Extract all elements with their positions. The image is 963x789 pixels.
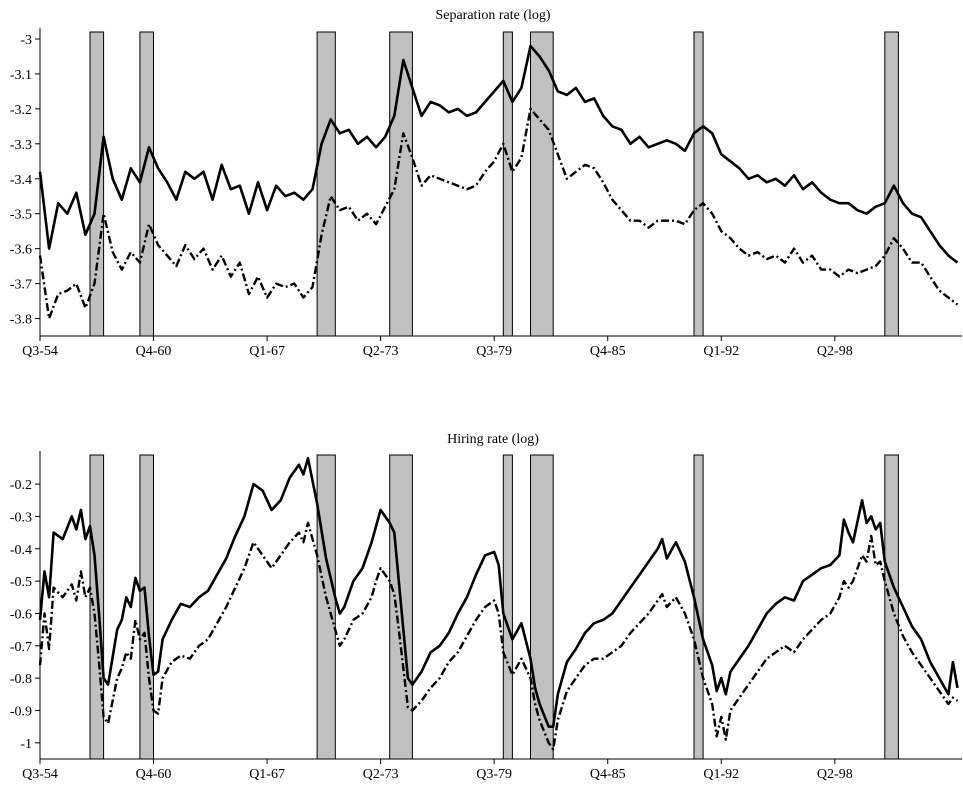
y-tick-label: -3.4 [10,173,32,188]
x-tick-label: Q1-92 [703,767,739,782]
x-tick-label: Q4-60 [136,344,172,359]
y-tick-label: -3.1 [10,68,32,83]
y-tick-label: -0.4 [10,543,32,558]
recession-band [884,31,899,337]
y-tick-label: -3.8 [10,313,32,328]
y-tick-label: -3 [20,33,32,48]
x-tick-label: Q1-92 [703,344,739,359]
series-line-dashdot [38,107,959,320]
y-tick-label: -0.2 [10,478,32,493]
separation-rate-panel: Separation rate (log) -3 -3.1 -3.2 -3.3 -3.4… [10,8,962,359]
y-tick-label: -0.5 [10,575,32,590]
y-tick-label: -0.7 [10,640,32,655]
x-tick-label: Q3-54 [22,344,58,359]
y-tick-label: -0.3 [10,510,32,525]
y-tick-label: -0.6 [10,607,32,622]
y-tick-label: -3.7 [10,278,32,293]
recession-band [502,31,513,337]
recession-band [530,31,554,337]
series-line-solid [38,456,959,729]
hiring-rate-panel: Hiring rate (log) -0.2 -0.3 -0.4 -0.5 -0.6 -0… [10,432,962,782]
recession-band [316,31,336,337]
y-tick-label: -3.3 [10,138,32,153]
recession-band [530,454,554,760]
x-tick-label: Q2-73 [363,344,399,359]
recession-band [89,454,105,760]
x-tick-label: Q3-79 [476,344,512,359]
x-tick-label: Q2-98 [817,344,853,359]
recession-band [502,454,513,760]
y-tick-label: -0.8 [10,672,32,687]
y-tick-label: -3.2 [10,103,32,118]
recession-band [693,31,704,337]
y-tick-label: -3.6 [10,243,32,258]
recession-band [316,454,336,760]
series-line-dashdot [38,521,959,751]
y-tick-label: -3.5 [10,208,32,223]
recession-band [139,31,154,337]
x-tick-label: Q4-85 [590,344,626,359]
x-tick-label: Q1-67 [249,767,285,782]
x-tick-label: Q3-79 [476,767,512,782]
x-tick-label: Q2-73 [363,767,399,782]
series-line-solid [38,44,959,264]
x-tick-label: Q2-98 [817,767,853,782]
x-tick-label: Q4-85 [590,767,626,782]
panel-title: Hiring rate (log) [447,432,539,447]
x-tick-label: Q4-60 [136,767,172,782]
x-tick-label: Q3-54 [22,767,58,782]
panel-title: Separation rate (log) [435,8,550,23]
y-tick-label: -0.9 [10,704,32,719]
y-tick-label: -1 [20,737,32,752]
x-tick-label: Q1-67 [249,344,285,359]
